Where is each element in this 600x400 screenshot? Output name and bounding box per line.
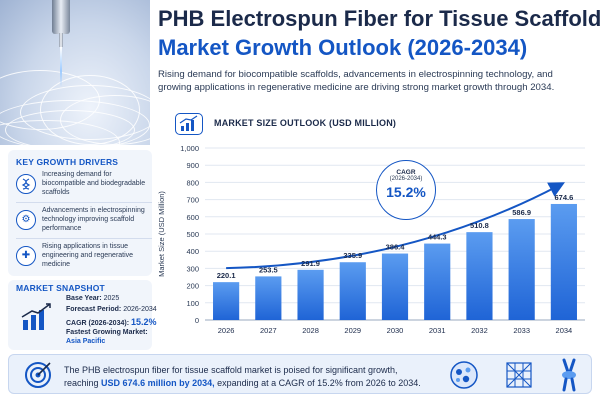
y-tick-label: 800 [186,178,199,187]
bar-value-label: 674.6 [554,193,573,202]
x-tick-label: 2031 [429,326,446,335]
electrospinning-image [0,0,150,145]
cagr-callout: CAGR (2026-2034) 15.2% [376,160,436,220]
target-icon [23,360,53,390]
bar-2030 [381,253,409,320]
bar-value-label: 253.5 [259,265,278,274]
snapshot-forecast: Forecast Period: 2026-2034 [66,306,157,313]
gear-icon: ⚙ [16,209,36,230]
mesh-scaffold-icon [504,360,534,390]
trend-arrow [226,182,565,270]
page-title-outlook: Market Growth Outlook (2026-2034) [158,35,528,60]
y-tick-label: 200 [186,282,199,291]
market-size-chart: 0 100 200 300 400 500 600 700 800 900 1,000 Market … [157,144,585,335]
snapshot-base-year: Base Year: 2025 [66,295,120,302]
footer-summary-text: The PHB electrospun fiber for tissue sca… [64,365,421,388]
bar-2026 [213,282,240,320]
bar-2029 [339,262,366,320]
bar-2032 [466,232,493,320]
x-tick-label: 2028 [302,326,319,335]
y-tick-label: 900 [186,161,199,170]
cagr-period: (2026-2034) [389,176,423,182]
needle-icon [52,0,70,34]
bar-value-label: 220.1 [217,271,236,280]
x-tick-label: 2026 [218,326,235,335]
driver-item: ✚ Rising applications in tissue engineer… [16,242,152,269]
growth-drivers-heading: KEY GROWTH DRIVERS [16,157,119,167]
page-title: PHB Electrospun Fiber for Tissue Scaffol… [158,6,600,31]
y-tick-label: 400 [186,247,199,256]
driver-text: Increasing demand for biocompatible and … [42,171,146,196]
y-tick-label: 700 [186,196,199,205]
bar-value-label: 386.4 [386,243,406,252]
bone-joint-icon [554,358,584,392]
growth-drivers-panel: KEY GROWTH DRIVERS Increasing demand for… [8,150,152,276]
x-tick-label: 2029 [344,326,361,335]
y-axis-label: Market Size (USD Million) [157,191,166,277]
x-tick-label: 2033 [513,326,530,335]
outlook-heading: MARKET SIZE OUTLOOK (USD MILLION) [214,118,397,128]
y-tick-label: 500 [186,230,199,239]
summary-footer: The PHB electrospun fiber for tissue sca… [8,354,592,394]
bar-value-label: 291.9 [301,259,320,268]
y-tick-label: 600 [186,213,199,222]
bar-2028 [297,269,324,320]
driver-text: Advancements in electrospinning technolo… [42,207,145,232]
bar-2027 [255,276,282,320]
chart-badge-icon [175,113,203,135]
y-tick-label: 300 [186,264,199,273]
market-snapshot-panel: MARKET SNAPSHOT Base Year: 2025 Forecast… [8,280,157,350]
x-tick-label: 2030 [387,326,404,335]
bar-value-label: 444.3 [428,233,447,242]
y-tick-label: 0 [195,316,199,325]
x-tick-label: 2032 [471,326,488,335]
bar-2031 [424,243,451,320]
cagr-value: 15.2% [386,184,426,200]
snapshot-heading: MARKET SNAPSHOT [16,283,105,293]
cagr-label: CAGR [396,169,416,176]
snapshot-fastest-value: Asia Pacific [66,338,106,345]
snapshot-fastest: Fastest Growing Market: [66,329,148,336]
cell-culture-icon [449,360,479,390]
bar-2034 [550,203,577,320]
driver-item: ⚙ Advancements in electrospinning techno… [16,206,152,233]
x-tick-label: 2027 [260,326,277,335]
bar-value-label: 586.9 [512,208,531,217]
y-tick-label: 100 [186,299,199,308]
driver-item: Increasing demand for biocompatible and … [16,170,152,197]
growth-chart-icon [20,302,54,332]
snapshot-cagr: CAGR (2026-2034): 15.2% [66,317,157,327]
x-tick-label: 2034 [556,326,573,335]
y-tick-label: 1,000 [180,144,199,153]
bar-2033 [508,219,535,320]
bar-value-label: 335.9 [343,251,362,260]
bar-value-label: 510.8 [470,221,489,230]
subtitle: Rising demand for biocompatible scaffold… [158,69,555,93]
medical-cross-icon: ✚ [16,245,36,266]
dna-icon [16,173,36,194]
driver-text: Rising applications in tissue engineerin… [42,243,134,268]
